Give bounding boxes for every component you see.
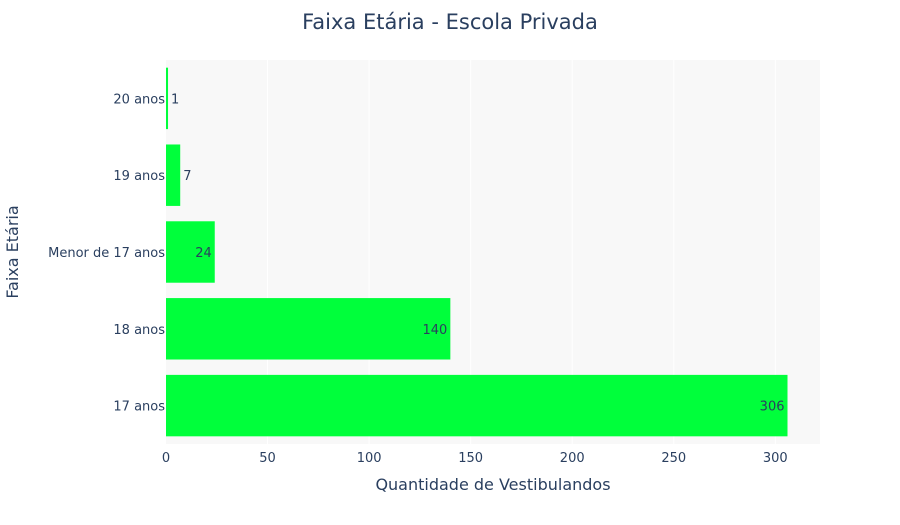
bar-value-label: 1 bbox=[171, 92, 179, 107]
bar-value-label: 306 bbox=[760, 400, 785, 415]
y-axis-title: Faixa Etária bbox=[3, 205, 22, 298]
y-tick-label: 18 anos bbox=[113, 323, 165, 338]
x-tick-label: 50 bbox=[259, 451, 276, 466]
chart-title: Faixa Etária - Escola Privada bbox=[302, 10, 598, 34]
y-tick-label: 17 anos bbox=[113, 400, 165, 415]
y-tick-labels: 17 anos 18 anos Menor de 17 anos 19 anos 20 … bbox=[48, 92, 165, 414]
x-tick-label: 200 bbox=[560, 451, 585, 466]
bar[interactable] bbox=[166, 221, 215, 283]
bar-labels: 306 140 24 7 1 bbox=[171, 92, 784, 414]
bars bbox=[166, 67, 788, 437]
y-tick-label: 20 anos bbox=[113, 92, 165, 107]
bar[interactable] bbox=[166, 67, 169, 130]
bar-value-label: 24 bbox=[195, 246, 212, 261]
x-tick-label: 0 bbox=[162, 451, 170, 466]
y-tick-label: 19 anos bbox=[113, 169, 165, 184]
bar[interactable] bbox=[166, 374, 788, 437]
x-axis-title: Quantidade de Vestibulandos bbox=[375, 475, 610, 494]
x-tick-label: 150 bbox=[458, 451, 483, 466]
bar[interactable] bbox=[166, 144, 181, 206]
bar-value-label: 7 bbox=[183, 169, 191, 184]
bar-value-label: 140 bbox=[423, 323, 448, 338]
x-tick-label: 100 bbox=[357, 451, 382, 466]
y-tick-label: Menor de 17 anos bbox=[48, 246, 165, 261]
bar[interactable] bbox=[166, 298, 451, 360]
x-tick-label: 250 bbox=[661, 451, 686, 466]
x-tick-label: 300 bbox=[763, 451, 788, 466]
x-tick-labels: 0 50 100 150 200 250 300 bbox=[162, 451, 788, 466]
